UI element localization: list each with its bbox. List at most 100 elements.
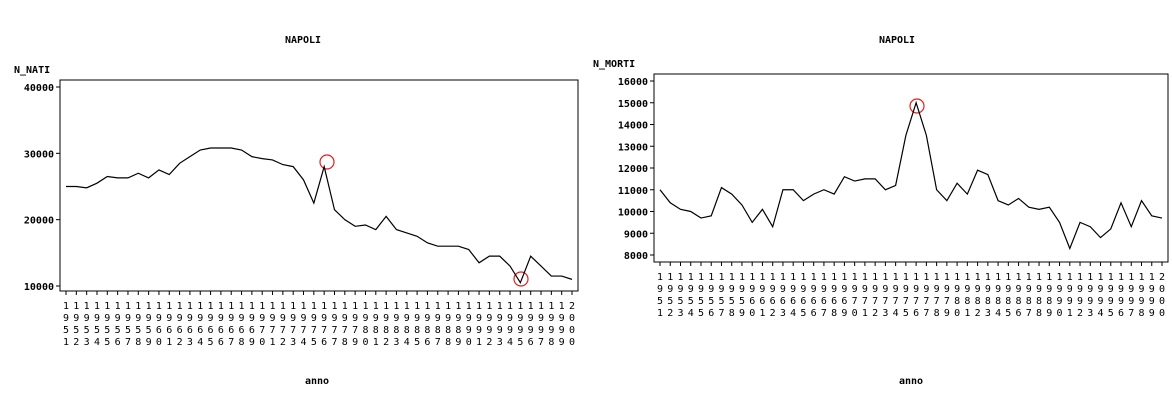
x-tick-label: 1991: [474, 301, 485, 349]
x-tick-label: 1959: [736, 272, 747, 320]
x-tick-label: 1958: [726, 272, 737, 320]
x-tick-label: 1953: [81, 301, 92, 349]
x-tick-label: 1994: [1095, 272, 1106, 320]
x-tick-label: 1971: [859, 272, 870, 320]
x-tick-label: 1967: [226, 301, 237, 349]
y-tick-label: 10000: [618, 208, 648, 219]
x-tick-label: 1956: [706, 272, 717, 320]
x-tick-label: 1987: [1023, 272, 1034, 320]
x-tick-label: 1959: [143, 301, 154, 349]
x-tick-label: 1980: [360, 301, 371, 349]
x-tick-label: 1982: [381, 301, 392, 349]
x-tick-label: 1983: [391, 301, 402, 349]
x-tick-label: 1983: [982, 272, 993, 320]
x-tick-label: 1977: [921, 272, 932, 320]
chart-title: NAPOLI: [285, 35, 321, 46]
highlight-circle: [909, 98, 925, 114]
x-tick-label: 1954: [685, 272, 696, 320]
x-tick-label: 1962: [767, 272, 778, 320]
data-line: [659, 100, 1163, 251]
x-tick-label: 1993: [494, 301, 505, 349]
x-tick-label: 1981: [962, 272, 973, 320]
x-tick-label: 1992: [484, 301, 495, 349]
x-tick-label: 1998: [546, 301, 557, 349]
x-tick-label: 1986: [1013, 272, 1024, 320]
x-tick-label: 1999: [1146, 272, 1157, 320]
x-tick-label: 1980: [952, 272, 963, 320]
x-tick-label: 1979: [941, 272, 952, 320]
x-tick-label: 1952: [665, 272, 676, 320]
x-tick-label: 1984: [401, 301, 412, 349]
x-tick-label: 1993: [1085, 272, 1096, 320]
x-tick-label: 1970: [257, 301, 268, 349]
y-tick-label: 16000: [618, 77, 648, 88]
y-tick-label: 9000: [624, 229, 648, 240]
x-tick-label: 1964: [788, 272, 799, 320]
x-tick-label: 1978: [339, 301, 350, 349]
x-tick-label: 1995: [515, 301, 526, 349]
x-tick-label: 1992: [1075, 272, 1086, 320]
x-tick-label: 1990: [1054, 272, 1065, 320]
y-tick-label: 13000: [618, 142, 648, 153]
x-tick-label: 1984: [993, 272, 1004, 320]
x-axis-label: anno: [305, 376, 329, 387]
x-tick-label: 1957: [122, 301, 133, 349]
x-tick-label: 1991: [1064, 272, 1075, 320]
x-axis-label: anno: [899, 376, 923, 387]
y-tick-label: 8000: [624, 251, 648, 262]
x-tick-label: 1964: [195, 301, 206, 349]
chart-title: NAPOLI: [879, 35, 915, 46]
x-tick-label: 1987: [432, 301, 443, 349]
highlight-circle: [513, 271, 529, 287]
x-tick-label: 1998: [1136, 272, 1147, 320]
x-tick-label: 1976: [911, 272, 922, 320]
x-tick-label: 1965: [205, 301, 216, 349]
x-tick-label: 1955: [695, 272, 706, 320]
x-tick-label: 1955: [102, 301, 113, 349]
highlight-circle: [319, 154, 335, 170]
data-line: [66, 147, 573, 285]
y-tick-label: 40000: [24, 83, 54, 94]
x-tick-label: 1990: [463, 301, 474, 349]
x-tick-label: 1997: [1126, 272, 1137, 320]
x-tick-label: 1951: [61, 301, 72, 349]
x-tick-label: 1975: [900, 272, 911, 320]
x-tick-label: 1996: [1116, 272, 1127, 320]
x-tick-label: 1961: [757, 272, 768, 320]
x-tick-label: 1974: [298, 301, 309, 349]
x-tick-label: 1970: [849, 272, 860, 320]
x-tick-label: 1988: [1034, 272, 1045, 320]
x-tick-label: 1963: [777, 272, 788, 320]
x-tick-label: 1952: [71, 301, 82, 349]
x-tick-label: 1982: [972, 272, 983, 320]
x-tick-label: 1977: [329, 301, 340, 349]
x-tick-label: 1986: [422, 301, 433, 349]
x-tick-label: 1956: [112, 301, 123, 349]
x-tick-label: 1985: [412, 301, 423, 349]
y-tick-label: 30000: [24, 149, 54, 160]
x-tick-label: 1968: [829, 272, 840, 320]
x-tick-label: 1975: [308, 301, 319, 349]
x-tick-label: 1985: [1003, 272, 1014, 320]
x-tick-label: 1994: [505, 301, 516, 349]
x-tick-label: 1989: [1044, 272, 1055, 320]
x-tick-label: 1976: [319, 301, 330, 349]
x-tick-label: 2000: [1157, 272, 1168, 320]
x-tick-label: 1961: [164, 301, 175, 349]
x-tick-label: 1981: [370, 301, 381, 349]
x-tick-label: 1954: [91, 301, 102, 349]
x-tick-label: 1960: [747, 272, 758, 320]
y-tick-label: 10000: [24, 282, 54, 293]
x-tick-label: 1979: [350, 301, 361, 349]
y-tick-label: 14000: [618, 121, 648, 132]
x-tick-label: 1967: [818, 272, 829, 320]
x-tick-label: 1968: [236, 301, 247, 349]
x-tick-label: 1951: [655, 272, 666, 320]
y-axis-label: N_MORTI: [593, 59, 635, 70]
y-tick-label: 15000: [618, 99, 648, 110]
y-tick-label: 20000: [24, 216, 54, 227]
x-tick-label: 1969: [246, 301, 257, 349]
x-tick-label: 1953: [675, 272, 686, 320]
x-tick-label: 1988: [443, 301, 454, 349]
